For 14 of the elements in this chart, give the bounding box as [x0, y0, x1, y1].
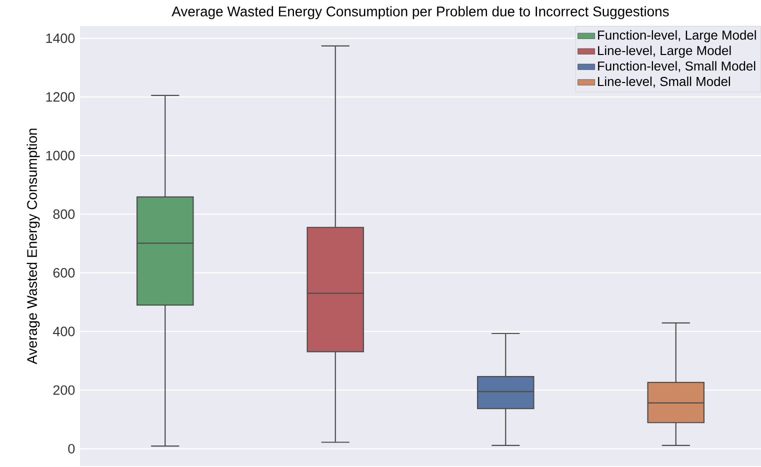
legend-label: Function-level, Large Model [598, 30, 756, 42]
y-tick-label: 1400 [46, 34, 75, 44]
chart-title: Average Wasted Energy Consumption per Problem due to Incorrect Suggestions [172, 6, 669, 20]
y-tick-label: 200 [53, 385, 75, 395]
legend-label: Line-level, Small Model [598, 76, 730, 88]
y-tick-label: 800 [53, 209, 75, 219]
y-tick-label: 600 [53, 268, 75, 278]
y-tick-label: 0 [68, 444, 75, 454]
legend-label: Function-level, Small Model [598, 61, 756, 72]
y-axis-title: Average Wasted Energy Consumption [26, 128, 40, 364]
y-tick-label: 1000 [46, 150, 75, 160]
legend-label: Line-level, Large Model [598, 46, 731, 58]
y-tick-label: 400 [53, 326, 75, 336]
y-tick-label: 1200 [46, 92, 75, 102]
